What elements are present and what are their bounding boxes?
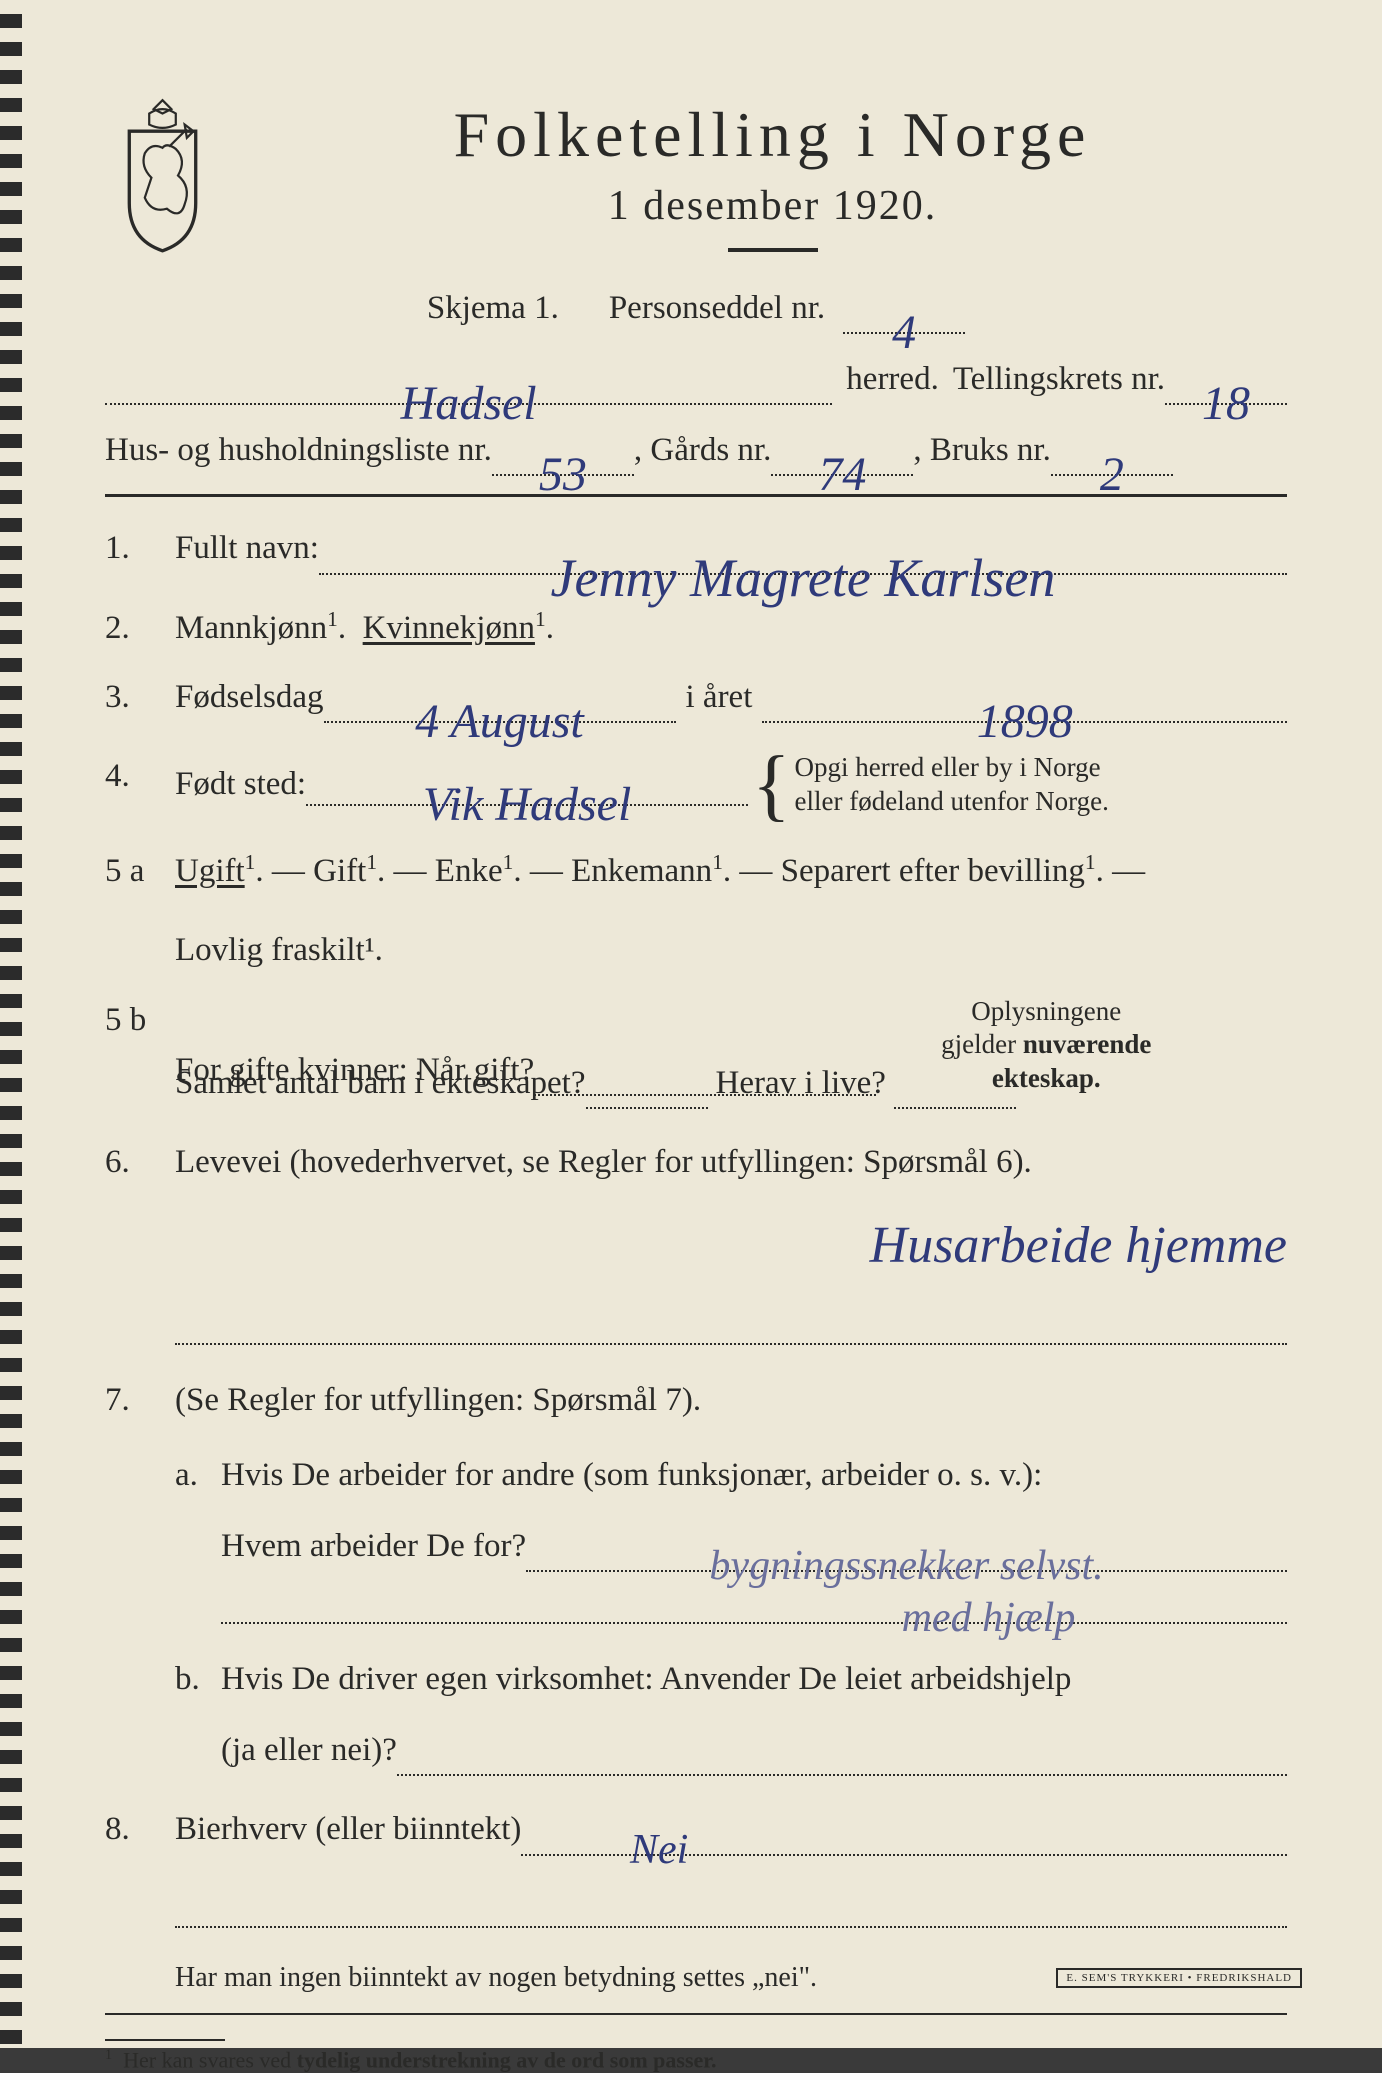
q4-num: 4. <box>105 751 175 829</box>
q1: 1. Fullt navn: Jenny Magrete Karlsen <box>105 523 1287 584</box>
brace-icon: { <box>752 765 790 805</box>
q7b-text2: (ja eller nei)? <box>221 1725 397 1776</box>
gards-label: Gårds nr. <box>650 425 771 476</box>
q3-day: 4 August <box>415 685 583 727</box>
q5a-options: Ugift1. — Gift1. — Enke1. — Enkemann1. —… <box>175 846 1287 897</box>
q5a: 5 a Ugift1. — Gift1. — Enke1. — Enkemann… <box>105 846 1287 976</box>
printer-mark: E. SEM'S TRYKKERI • FREDRIKSHALD <box>1056 1968 1302 1988</box>
q7: 7. (Se Regler for utfyllingen: Spørsmål … <box>105 1375 1287 1787</box>
q3-label: Fødselsdag <box>175 672 324 723</box>
footnote: 1 Her kan svares ved tydelig understrekn… <box>105 2039 1287 2073</box>
herred-suffix: herred. <box>832 354 953 405</box>
coat-of-arms-icon <box>105 98 220 253</box>
meta-row-2: Hadsel herred. Tellingskrets nr. 18 <box>105 354 1287 405</box>
q8: 8. Bierhverv (eller biinntekt) Nei <box>105 1804 1287 1865</box>
hushold-label: Hus- og husholdningsliste nr. <box>105 425 492 476</box>
q7-label: (Se Regler for utfyllingen: Spørsmål 7). <box>175 1375 1287 1426</box>
q3-num: 3. <box>105 672 175 733</box>
q7a-value: bygningssnekker selvst. <box>709 1534 1103 1576</box>
bruks-label: Bruks nr. <box>930 425 1051 476</box>
q7-num: 7. <box>105 1375 175 1787</box>
hushold-nr: 53 <box>539 438 587 480</box>
q7b-text1: Hvis De driver egen virksomhet: Anvender… <box>221 1654 1287 1705</box>
skjema-label: Skjema 1. <box>427 283 559 334</box>
q1-num: 1. <box>105 523 175 584</box>
q7a-text2: Hvem arbeider De for? <box>221 1521 526 1572</box>
personseddel-nr: 4 <box>892 296 916 338</box>
q5a-options2: Lovlig fraskilt¹. <box>175 925 1287 976</box>
q4-sidenote: Opgi herred eller by i Norge eller fødel… <box>795 751 1125 819</box>
q6-value: Husarbeide hjemme <box>870 1206 1287 1287</box>
q4: 4. Født sted: Vik Hadsel { Opgi herred e… <box>105 751 1287 829</box>
q6-num: 6. <box>105 1137 175 1345</box>
trailing-line <box>175 1888 1287 1928</box>
q1-value: Jenny Magrete Karlsen <box>551 537 1056 579</box>
q3-year: 1898 <box>977 685 1073 727</box>
q3-year-label: i året <box>676 672 763 723</box>
tellingskrets-nr: 18 <box>1202 367 1250 409</box>
bruks-nr: 2 <box>1100 438 1124 480</box>
q8-value: Nei <box>630 1818 688 1860</box>
q4-label: Født sted: <box>175 759 306 810</box>
q6-label: Levevei (hovederhvervet, se Regler for u… <box>175 1137 1287 1188</box>
q2-num: 2. <box>105 603 175 654</box>
q7b-label: b. <box>175 1654 221 1786</box>
header: Folketelling i Norge 1 desember 1920. <box>105 90 1287 253</box>
q1-label: Fullt navn: <box>175 523 319 574</box>
q7a-text1: Hvis De arbeider for andre (som funksjon… <box>221 1450 1287 1501</box>
tellingskrets-label: Tellingskrets nr. <box>953 354 1165 405</box>
q5b-label2: Samlet antal barn i ekteskapet? <box>175 1058 586 1109</box>
q2-mann: Mannkjønn <box>175 610 327 646</box>
q3: 3. Fødselsdag 4 August i året 1898 <box>105 672 1287 733</box>
q8-label: Bierhverv (eller biinntekt) <box>175 1804 521 1855</box>
main-title: Folketelling i Norge <box>258 98 1287 172</box>
title-rule <box>728 248 818 252</box>
q5b-num: 5 b <box>105 995 175 1119</box>
census-form-page: Folketelling i Norge 1 desember 1920. Sk… <box>0 0 1382 2048</box>
meta-row-1: Skjema 1. Personseddel nr. 4 <box>105 283 1287 334</box>
q7a-label: a. <box>175 1450 221 1634</box>
herred-value: Hadsel <box>401 367 537 409</box>
q5a-num: 5 a <box>105 846 175 976</box>
gards-nr: 74 <box>818 438 866 480</box>
footnote-marker: 1 <box>105 2047 112 2063</box>
q4-value: Vik Hadsel <box>423 768 631 810</box>
subtitle: 1 desember 1920. <box>258 182 1287 230</box>
q8-num: 8. <box>105 1804 175 1865</box>
q6: 6. Levevei (hovederhvervet, se Regler fo… <box>105 1137 1287 1345</box>
rule-2 <box>105 2013 1287 2015</box>
perforation-edge <box>0 0 22 2048</box>
q2: 2. Mannkjønn1. Kvinnekjønn1. <box>105 603 1287 654</box>
q5b: 5 b For gifte kvinner: Når gift? Oplysni… <box>105 995 1287 1119</box>
q6-line <box>175 1305 1287 1345</box>
q7a-value2: med hjælp <box>902 1586 1076 1628</box>
title-block: Folketelling i Norge 1 desember 1920. <box>258 90 1287 252</box>
meta-row-3: Hus- og husholdningsliste nr. 53 , Gårds… <box>105 425 1287 476</box>
personseddel-label: Personseddel nr. <box>609 283 825 334</box>
q2-kvinne: Kvinnekjønn <box>363 610 535 646</box>
